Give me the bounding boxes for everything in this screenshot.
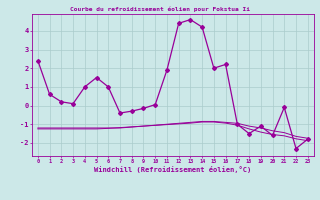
- X-axis label: Windchill (Refroidissement éolien,°C): Windchill (Refroidissement éolien,°C): [94, 166, 252, 173]
- Text: Courbe du refroidissement éolien pour Fokstua Ii: Courbe du refroidissement éolien pour Fo…: [70, 6, 250, 11]
